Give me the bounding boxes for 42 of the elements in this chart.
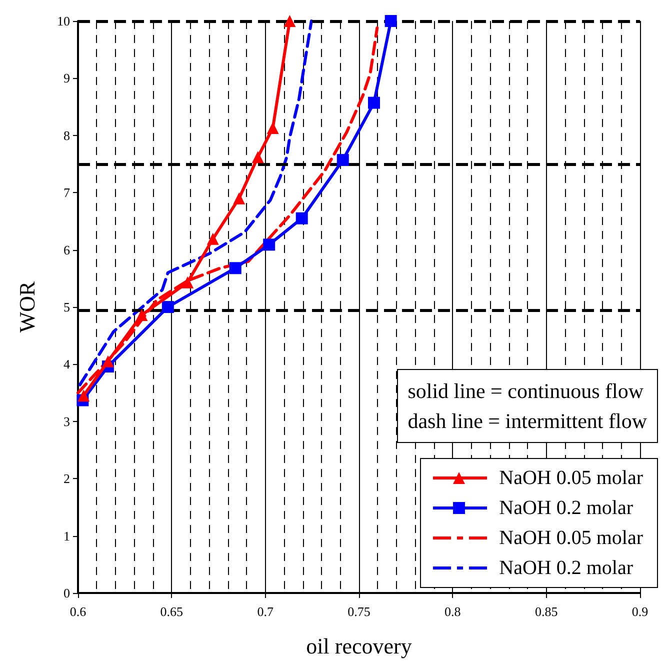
- y-tick-label: 5: [64, 300, 70, 314]
- y-axis-title: WOR: [14, 281, 40, 333]
- y-tick-label: 7: [64, 185, 70, 200]
- annotation: solid line = continuous flow: [408, 378, 645, 405]
- point: [368, 96, 380, 109]
- y-tick-label: 9: [64, 70, 70, 86]
- point: [296, 212, 308, 224]
- point: [252, 151, 264, 164]
- point: [384, 15, 397, 27]
- legend-label: NaOH 0.05 molar: [499, 466, 643, 491]
- point: [233, 192, 246, 204]
- x-tick-label: 0.85: [534, 604, 558, 619]
- point: [162, 301, 174, 313]
- point: [229, 262, 242, 274]
- legend-label: NaOH 0.2 molar: [499, 496, 633, 521]
- x-tick-label: 0.75: [348, 604, 370, 619]
- y-tick-label: 4: [64, 356, 70, 372]
- annotation: dash line = intermittent flow: [408, 408, 647, 435]
- point: [266, 122, 279, 134]
- y-tick-label: 10: [57, 14, 70, 28]
- y-tick-label: 6: [64, 242, 70, 258]
- point: [284, 15, 296, 27]
- legend-label: NaOH 0.05 molar: [499, 526, 643, 551]
- x-tick-label: 0.7: [257, 604, 274, 619]
- y-tick-label: 2: [64, 471, 70, 486]
- legend-label: NaOH 0.2 molar: [499, 556, 633, 581]
- x-tick-label: 0.6: [70, 604, 87, 619]
- y-tick-label: 3: [64, 414, 70, 429]
- point: [182, 276, 194, 288]
- y-tick-label: 0: [64, 586, 70, 600]
- point: [336, 154, 349, 166]
- point: [136, 309, 148, 322]
- point: [263, 238, 276, 251]
- x-axis-title: oil recovery: [306, 634, 412, 658]
- point: [206, 232, 219, 245]
- y-tick-label: 8: [64, 128, 70, 143]
- x-tick-label: 0.65: [160, 604, 184, 619]
- y-tick-label: 1: [64, 528, 70, 544]
- point: [78, 390, 90, 402]
- x-tick-label: 0.9: [632, 604, 648, 619]
- x-tick-label: 0.8: [444, 604, 461, 619]
- point: [102, 355, 114, 368]
